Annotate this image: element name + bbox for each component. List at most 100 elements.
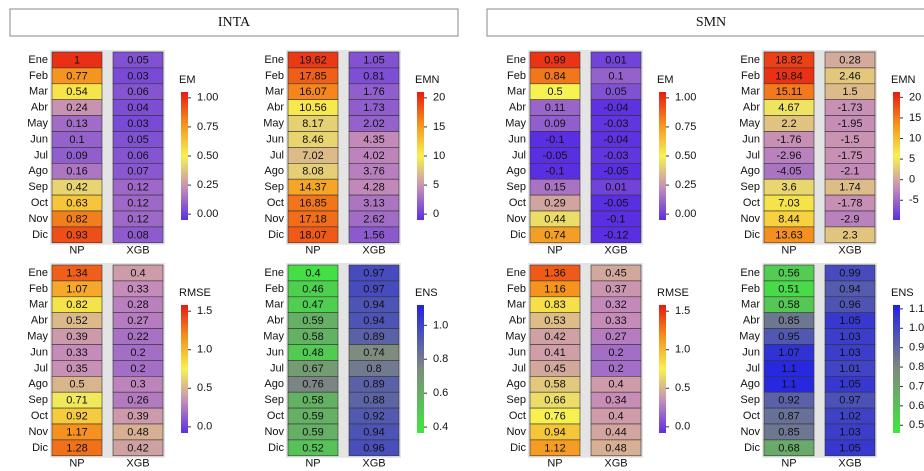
cell-label: 0.92: [66, 410, 87, 422]
colorbar-tick-label: 0: [433, 208, 439, 220]
cell-label: 0.12: [127, 197, 148, 209]
cell-label: 0.77: [66, 70, 87, 82]
cell-label: 16.85: [299, 197, 327, 209]
cell-label: 2.02: [363, 118, 384, 130]
cell-label: 0.85: [778, 315, 799, 327]
colorbar-tick-label: 15: [433, 121, 445, 133]
cell-label: 1.36: [544, 267, 565, 279]
row-label: Jul: [746, 149, 760, 161]
cell-label: 1.03: [839, 347, 860, 359]
cell-label: -1.95: [837, 118, 862, 130]
cell-label: 4.35: [363, 134, 384, 146]
cell-label: -0.05: [603, 197, 628, 209]
cell-label: 1.1: [781, 363, 796, 375]
cell-label: -2.9: [841, 213, 860, 225]
row-label: Ene: [28, 267, 48, 279]
row-label: Ago: [506, 378, 526, 390]
row-label: Sep: [28, 181, 48, 193]
row-label: Abr: [743, 102, 760, 114]
cell-label: 2.46: [839, 70, 860, 82]
cell-label: 0.59: [302, 315, 323, 327]
column-label: NP: [69, 458, 84, 470]
row-label: Nov: [506, 426, 526, 438]
cell-label: 0.48: [605, 442, 626, 454]
colorbar: [417, 92, 424, 220]
row-label: Nov: [740, 426, 760, 438]
cell-label: 0.2: [608, 363, 623, 375]
cell-label: 0.66: [544, 395, 565, 407]
colorbar-label: ENS: [415, 287, 438, 299]
colorbar-tick-label: 0.75: [675, 121, 696, 133]
colorbar-tick-label: 0: [909, 174, 915, 186]
colorbar-tick-label: 0.00: [675, 208, 696, 220]
row-label: Dic: [510, 442, 526, 454]
row-label: Sep: [506, 181, 526, 193]
cell-label: 0.54: [66, 86, 87, 98]
cell-label: 0.16: [66, 166, 87, 178]
cell-label: 0.1: [69, 134, 84, 146]
colorbar-tick-label: 0.0: [197, 421, 212, 433]
colorbar-tick-label: 5: [909, 153, 915, 165]
row-label: May: [505, 117, 526, 129]
column-label: XGB: [838, 458, 861, 470]
row-label: Mar: [265, 86, 284, 98]
cell-label: -1.73: [837, 102, 862, 114]
colorbar-label: RMSE: [179, 287, 211, 299]
cell-label: 0.5: [69, 379, 84, 391]
row-label: May: [27, 117, 48, 129]
colorbar-tick-label: 0.6: [909, 400, 924, 412]
cell-label: 19.84: [775, 70, 803, 82]
cell-label: 0.48: [127, 426, 148, 438]
cell-label: 0.63: [66, 197, 87, 209]
colorbar-label: EM: [179, 74, 196, 86]
heatmap-cell: [348, 226, 400, 244]
row-label: Jun: [508, 346, 526, 358]
column-label: XGB: [126, 245, 149, 257]
row-label: Oct: [743, 410, 760, 422]
cell-label: 14.37: [299, 182, 327, 194]
cell-label: 0.97: [839, 395, 860, 407]
cell-label: 0.12: [127, 213, 148, 225]
cell-label: 0.4: [608, 379, 623, 391]
cell-label: 8.44: [778, 213, 799, 225]
cell-label: 0.59: [302, 426, 323, 438]
cell-label: 0.33: [605, 315, 626, 327]
row-label: Jun: [30, 133, 48, 145]
heatmap-cell: [824, 226, 876, 244]
colorbar-tick-label: 0.0: [675, 421, 690, 433]
cell-label: 0.56: [778, 267, 799, 279]
heatmap-cell: [112, 226, 164, 244]
cell-label: -1.75: [837, 150, 862, 162]
panel-title: INTA: [218, 15, 251, 30]
cell-label: -0.03: [603, 118, 628, 130]
colorbar: [659, 305, 666, 433]
cell-label: 0.89: [363, 331, 384, 343]
cell-label: 0.81: [363, 70, 384, 82]
row-label: Ago: [264, 165, 284, 177]
colorbar-tick-label: 10: [909, 132, 921, 144]
row-label: Mar: [507, 299, 526, 311]
colorbar-tick-label: 0.9: [909, 342, 924, 354]
colorbar-tick-label: 1.5: [675, 305, 690, 317]
colorbar-tick-label: 0.5: [197, 382, 212, 394]
cell-label: 4.02: [363, 150, 384, 162]
column-label: NP: [547, 458, 562, 470]
cell-label: -0.1: [546, 166, 565, 178]
row-label: Feb: [507, 283, 526, 295]
cell-label: 0.44: [544, 213, 565, 225]
cell-label: 0.04: [127, 102, 148, 114]
cell-label: 0.76: [544, 410, 565, 422]
column-label: XGB: [604, 458, 627, 470]
cell-label: 0.2: [130, 347, 145, 359]
column-label: NP: [305, 245, 320, 257]
row-label: May: [263, 117, 284, 129]
heatmap-cell: [287, 226, 339, 244]
colorbar-tick-label: 20: [909, 91, 921, 103]
cell-label: 0.58: [302, 331, 323, 343]
cell-label: 0.4: [305, 267, 320, 279]
row-label: Ene: [506, 267, 526, 279]
colorbar: [417, 305, 424, 433]
cell-label: 10.56: [299, 102, 327, 114]
cell-label: 0.58: [544, 379, 565, 391]
row-label: Ene: [740, 267, 760, 279]
